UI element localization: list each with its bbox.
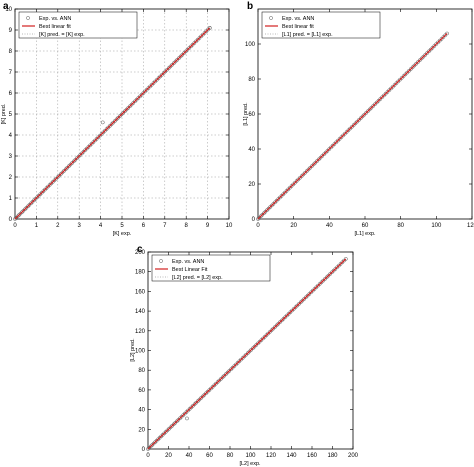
y-tick-label: 180 bbox=[135, 270, 146, 276]
y-tick-label: 10 bbox=[5, 7, 12, 13]
legend-box bbox=[151, 254, 271, 282]
x-tick-label: 5 bbox=[120, 223, 124, 229]
panel-b: 0 20 40 60 80 100 120 0 20 40 60 80 100 [L1] exp. [L1]… bbox=[243, 1, 474, 237]
x-tick-label: 100 bbox=[431, 223, 442, 229]
x-tick-label: 7 bbox=[163, 223, 167, 229]
y-tick-label: 60 bbox=[138, 388, 145, 394]
legend: Exp. vs. ANN Best linear fit [K] pred. = [… bbox=[18, 11, 138, 39]
y-tick-label: 20 bbox=[138, 427, 145, 433]
y-tick-label: 2 bbox=[9, 175, 13, 181]
x-tick-label: 60 bbox=[206, 453, 213, 459]
x-tick-label: 180 bbox=[327, 453, 338, 459]
legend-marker-icon bbox=[26, 16, 30, 20]
data-point bbox=[146, 447, 150, 451]
y-tick-label: 7 bbox=[9, 70, 13, 76]
data-point bbox=[13, 217, 17, 221]
legend-entry: Exp. vs. ANN bbox=[282, 16, 314, 22]
y-axis-label: [K] pred. bbox=[1, 103, 7, 124]
y-tick-label: 100 bbox=[245, 42, 256, 48]
x-tick-label: 160 bbox=[307, 453, 318, 459]
legend: Exp. vs. ANN Best linear fit [L1] pred. = … bbox=[261, 11, 381, 39]
y-tick-label: 0 bbox=[142, 447, 146, 453]
legend-entry: Best linear fit bbox=[282, 24, 314, 30]
legend-box bbox=[18, 11, 138, 39]
x-tick-label: 200 bbox=[348, 453, 359, 459]
y-tick-label: 6 bbox=[9, 91, 13, 97]
x-tick-label: 10 bbox=[226, 223, 233, 229]
legend-entry: Exp. vs. ANN bbox=[172, 259, 204, 265]
best-fit-line bbox=[147, 258, 347, 450]
y-tick-label: 0 bbox=[9, 217, 13, 223]
y-tick-label: 80 bbox=[248, 77, 255, 83]
y-tick-label: 9 bbox=[9, 28, 13, 34]
data-point bbox=[445, 31, 449, 36]
x-tick-label: 120 bbox=[266, 453, 277, 459]
panel-c: 0 20 40 60 80 100 120 140 160 180 200 0 20 40 60 80 100 1… bbox=[130, 244, 359, 467]
x-tick-label: 4 bbox=[99, 223, 103, 229]
x-tick-label: 6 bbox=[142, 223, 146, 229]
best-fit-line bbox=[257, 33, 448, 220]
x-tick-label: 2 bbox=[56, 223, 60, 229]
x-tick-label: 80 bbox=[397, 223, 404, 229]
legend-entry: [L1] pred. = [L1] exp. bbox=[282, 32, 333, 38]
data-point bbox=[343, 257, 348, 261]
y-tick-label: 0 bbox=[252, 217, 256, 223]
legend-entry: Exp. vs. ANN bbox=[39, 16, 71, 22]
panel-a: 0 1 2 3 4 5 6 7 8 9 10 0 1 2 3 4 5 6 7 8 9 10 [K] exp. [K] pred… bbox=[1, 1, 233, 237]
y-tick-label: 60 bbox=[248, 112, 255, 118]
legend-marker-icon bbox=[159, 259, 163, 263]
data-point-outlier bbox=[207, 26, 212, 30]
y-tick-label: 8 bbox=[9, 49, 13, 55]
x-axis-label: [L1] exp. bbox=[354, 231, 376, 237]
x-tick-label: 80 bbox=[227, 453, 234, 459]
y-tick-label: 3 bbox=[9, 154, 13, 160]
x-tick-label: 40 bbox=[326, 223, 333, 229]
x-tick-label: 0 bbox=[13, 223, 17, 229]
x-tick-label: 60 bbox=[362, 223, 369, 229]
legend-entry: [L2] pred. = [L2] exp. bbox=[172, 275, 223, 281]
legend: Exp. vs. ANN Best Linear Fit [L2] pred. = … bbox=[151, 254, 271, 282]
data-point-outlier bbox=[185, 416, 189, 421]
x-tick-label: 9 bbox=[206, 223, 210, 229]
data-point-outlier bbox=[100, 120, 105, 125]
y-tick-label: 40 bbox=[138, 408, 145, 414]
x-tick-label: 0 bbox=[256, 223, 260, 229]
y-tick-label: 200 bbox=[135, 250, 146, 256]
y-axis-label: [L2] pred. bbox=[130, 338, 136, 362]
y-tick-label: 20 bbox=[248, 182, 255, 188]
x-axis-label: [L2] exp. bbox=[239, 461, 261, 467]
y-tick-label: 1 bbox=[9, 196, 13, 202]
y-tick-label: 5 bbox=[9, 112, 13, 118]
x-tick-label: 20 bbox=[290, 223, 297, 229]
x-tick-label: 3 bbox=[78, 223, 82, 229]
y-axis-label: [L1] pred. bbox=[243, 102, 249, 126]
y-tick-label: 120 bbox=[135, 329, 146, 335]
x-tick-label: 140 bbox=[286, 453, 297, 459]
x-tick-label: 8 bbox=[185, 223, 189, 229]
panel-label: c bbox=[137, 244, 143, 255]
legend-entry: Best Linear Fit bbox=[172, 267, 208, 273]
x-tick-label: 100 bbox=[245, 453, 256, 459]
x-tick-label: 40 bbox=[186, 453, 193, 459]
y-tick-label: 140 bbox=[135, 309, 146, 315]
best-fit-line bbox=[14, 27, 211, 220]
legend-box bbox=[261, 11, 381, 39]
x-axis-label: [K] exp. bbox=[113, 231, 132, 237]
x-tick-label: 0 bbox=[146, 453, 150, 459]
legend-entry: [K] pred. = [K] exp. bbox=[39, 32, 85, 38]
panel-label: b bbox=[247, 1, 253, 12]
y-tick-label: 80 bbox=[138, 368, 145, 374]
y-tick-label: 160 bbox=[135, 289, 146, 295]
x-tick-label: 1 bbox=[35, 223, 39, 229]
x-tick-label: 20 bbox=[165, 453, 172, 459]
legend-marker-icon bbox=[269, 16, 273, 20]
y-tick-label: 4 bbox=[9, 133, 13, 139]
legend-entry: Best linear fit bbox=[39, 24, 71, 30]
x-tick-label: 120 bbox=[467, 223, 474, 229]
y-tick-label: 100 bbox=[135, 349, 146, 355]
y-tick-label: 40 bbox=[248, 147, 255, 153]
panel-label: a bbox=[3, 1, 9, 12]
